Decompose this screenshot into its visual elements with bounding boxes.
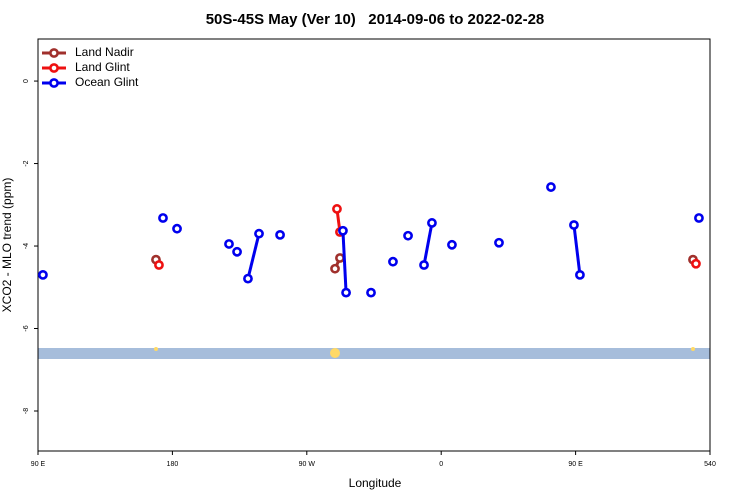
point [275, 229, 285, 240]
point [427, 218, 437, 228]
point [447, 239, 457, 250]
y-tick-label: -6 [23, 325, 30, 331]
point [332, 204, 342, 214]
point [330, 263, 340, 274]
series-line [422, 222, 434, 266]
point [403, 230, 413, 241]
legend-label: Land Glint [75, 60, 130, 74]
point [224, 239, 234, 249]
y-tick-label: -4 [23, 243, 30, 249]
surface-band [38, 348, 710, 359]
x-axis-label: Longitude [349, 476, 402, 490]
y-tick-label: -2 [23, 160, 30, 166]
y-tick-label: 0 [23, 79, 30, 83]
legend-marker [49, 78, 59, 88]
legend-marker [49, 48, 59, 58]
point [172, 223, 182, 234]
legend-label: Ocean Glint [75, 75, 139, 89]
x-tick-label: 90 E [568, 461, 583, 468]
marker-blob [691, 347, 695, 351]
point [335, 253, 345, 263]
point [38, 269, 48, 280]
y-axis-label: XCO2 - MLO trend (ppm) [0, 178, 14, 313]
point [694, 213, 704, 223]
series-line [572, 224, 582, 276]
x-tick-label: 90 E [31, 461, 46, 468]
point [575, 269, 585, 280]
point [419, 260, 429, 270]
x-tick-label: 540 [704, 461, 716, 468]
point [338, 225, 348, 236]
point [154, 260, 164, 270]
marker-blob [330, 348, 340, 358]
point [691, 258, 701, 269]
point [243, 273, 253, 284]
x-tick-label: 0 [439, 461, 443, 468]
x-tick-label: 90 W [299, 461, 316, 468]
legend-marker [49, 63, 59, 73]
point [158, 213, 168, 223]
point [341, 287, 351, 298]
series-line [341, 230, 348, 293]
chart-title: 50S-45S May (Ver 10) 2014-09-06 to 2022-… [206, 11, 545, 28]
y-tick-label: -8 [23, 408, 30, 414]
point [388, 256, 398, 267]
point [366, 287, 376, 298]
point [546, 182, 556, 192]
series-line [246, 233, 261, 279]
plot-frame [37, 38, 711, 452]
x-tick-label: 180 [167, 461, 179, 468]
point [569, 220, 579, 230]
point [494, 237, 504, 248]
point [254, 228, 264, 239]
point [232, 246, 242, 257]
marker-blob [154, 347, 158, 351]
legend-label: Land Nadir [75, 45, 134, 59]
